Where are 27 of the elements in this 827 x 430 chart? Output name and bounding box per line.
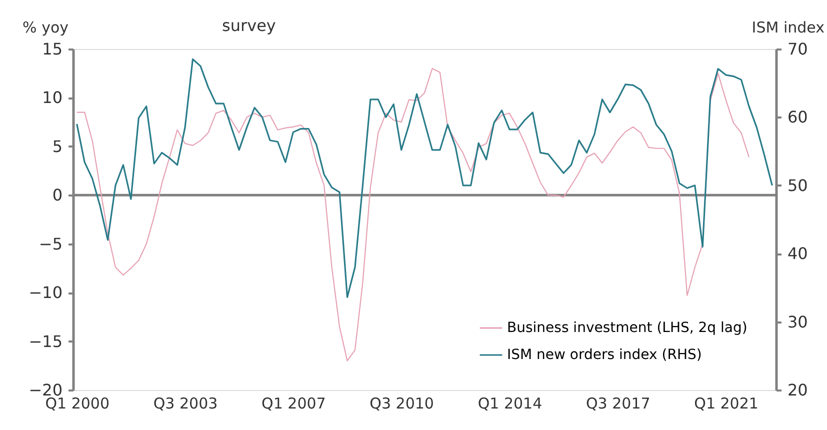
x-tick-label: Q1 2021 (694, 394, 758, 412)
x-tick-label: Q1 2007 (262, 394, 326, 412)
line-series (76, 68, 750, 362)
y-tick-label: −15 (28, 332, 62, 351)
y-tick-label: −10 (28, 283, 62, 302)
legend-label: ISM new orders index (RHS) (507, 347, 702, 363)
legend-label: Business investment (LHS, 2q lag) (507, 320, 748, 336)
y2-tick-label: 60 (788, 108, 808, 127)
x-tick-label: Q3 2003 (153, 394, 218, 412)
x-tick-label: Q1 2000 (45, 394, 110, 412)
y-tick-label: 0 (52, 186, 62, 205)
y2-tick-label: 30 (788, 312, 808, 332)
y2-axis-title: ISM index (752, 18, 825, 36)
y2-tick-label: 70 (788, 40, 808, 58)
chart-title: survey (222, 16, 276, 35)
y-tick-label: −5 (38, 234, 62, 254)
y-tick-label: 5 (52, 136, 62, 156)
x-tick-label: Q3 2017 (586, 394, 650, 412)
x-tick-label: Q3 2010 (370, 394, 434, 412)
y-tick-label: 15 (42, 40, 62, 58)
line-series (76, 58, 773, 298)
y2-tick-label: 20 (788, 380, 808, 400)
y2-tick-label: 50 (788, 176, 808, 195)
y-axis-title: % yoy (22, 18, 69, 36)
y2-tick-label: 40 (788, 244, 808, 264)
x-tick-label: Q1 2014 (478, 394, 542, 412)
y-tick-label: 10 (42, 88, 62, 108)
